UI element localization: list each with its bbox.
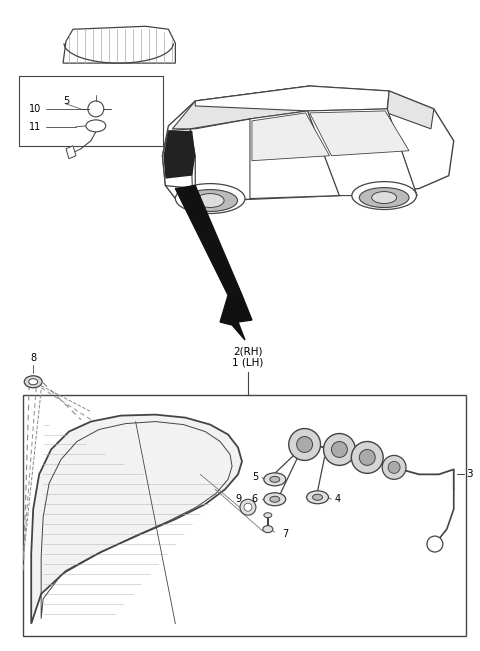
Ellipse shape xyxy=(29,379,37,385)
Circle shape xyxy=(288,428,321,460)
Ellipse shape xyxy=(175,184,245,214)
Polygon shape xyxy=(63,26,175,63)
Polygon shape xyxy=(162,129,195,189)
Polygon shape xyxy=(195,86,389,111)
Circle shape xyxy=(297,437,312,452)
Ellipse shape xyxy=(372,191,396,204)
Text: 10: 10 xyxy=(29,104,41,114)
Circle shape xyxy=(240,499,256,515)
Text: 1 (LH): 1 (LH) xyxy=(232,358,264,368)
Polygon shape xyxy=(66,146,76,159)
Circle shape xyxy=(351,441,383,473)
Ellipse shape xyxy=(264,513,272,518)
Polygon shape xyxy=(172,86,310,129)
Circle shape xyxy=(427,536,443,552)
Polygon shape xyxy=(31,415,242,624)
Ellipse shape xyxy=(86,120,106,132)
Circle shape xyxy=(388,462,400,473)
Text: 2(RH): 2(RH) xyxy=(233,347,263,357)
Ellipse shape xyxy=(183,189,238,212)
Ellipse shape xyxy=(264,473,286,486)
Text: 3: 3 xyxy=(466,469,472,479)
Circle shape xyxy=(382,456,406,479)
Bar xyxy=(23,395,466,635)
Polygon shape xyxy=(250,111,339,199)
Ellipse shape xyxy=(360,187,409,208)
Ellipse shape xyxy=(264,493,286,506)
Text: 11: 11 xyxy=(29,122,41,132)
Bar xyxy=(170,161,192,171)
Circle shape xyxy=(332,441,348,458)
Text: 5: 5 xyxy=(63,96,69,106)
Text: 8: 8 xyxy=(30,353,36,363)
Circle shape xyxy=(324,434,355,465)
Polygon shape xyxy=(310,111,409,156)
Ellipse shape xyxy=(270,477,280,482)
Ellipse shape xyxy=(312,494,323,500)
Polygon shape xyxy=(387,91,434,129)
Polygon shape xyxy=(164,131,195,178)
Text: 7: 7 xyxy=(282,529,288,539)
Ellipse shape xyxy=(196,193,224,208)
Ellipse shape xyxy=(307,491,328,504)
Ellipse shape xyxy=(24,376,42,388)
Polygon shape xyxy=(175,186,252,340)
Polygon shape xyxy=(308,109,417,195)
Polygon shape xyxy=(162,86,454,201)
Bar xyxy=(19,76,164,146)
Ellipse shape xyxy=(352,182,417,210)
Text: 5: 5 xyxy=(252,473,258,482)
Text: 9: 9 xyxy=(235,494,241,505)
Circle shape xyxy=(360,449,375,465)
Text: 4: 4 xyxy=(335,494,340,505)
Circle shape xyxy=(244,503,252,511)
Polygon shape xyxy=(252,113,329,161)
Text: 6: 6 xyxy=(252,494,258,505)
Circle shape xyxy=(88,101,104,117)
Ellipse shape xyxy=(263,525,273,533)
Ellipse shape xyxy=(270,496,280,502)
